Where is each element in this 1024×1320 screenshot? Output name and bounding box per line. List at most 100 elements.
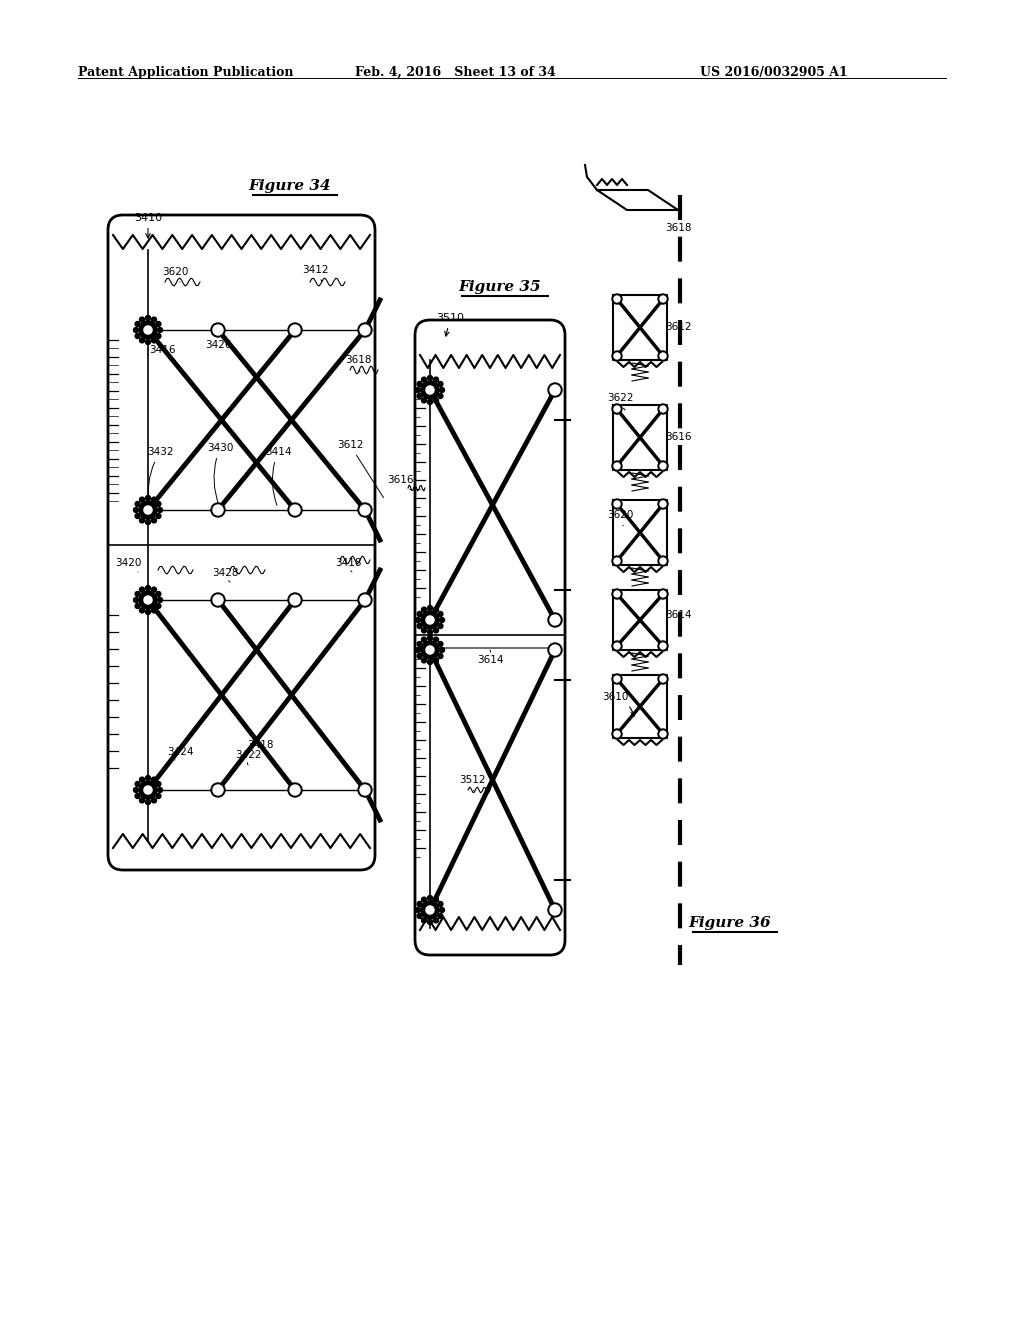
Circle shape (421, 381, 439, 399)
Circle shape (658, 642, 668, 651)
Circle shape (416, 908, 421, 912)
Circle shape (133, 507, 138, 512)
Text: 3510: 3510 (436, 313, 464, 337)
Circle shape (152, 517, 157, 523)
Circle shape (422, 657, 427, 663)
Circle shape (438, 393, 443, 399)
Circle shape (426, 906, 434, 913)
Circle shape (156, 322, 161, 326)
Text: 3420: 3420 (115, 558, 141, 572)
Circle shape (213, 595, 223, 605)
Circle shape (433, 657, 438, 663)
Circle shape (614, 676, 620, 682)
Circle shape (421, 902, 439, 919)
Circle shape (139, 781, 157, 799)
Circle shape (612, 642, 622, 651)
Circle shape (612, 556, 622, 566)
Text: 3616: 3616 (665, 432, 691, 442)
Circle shape (658, 729, 668, 739)
Circle shape (550, 615, 560, 624)
Circle shape (614, 463, 620, 469)
Circle shape (152, 498, 157, 502)
Text: 3418: 3418 (335, 558, 361, 572)
Circle shape (660, 352, 666, 359)
Circle shape (433, 607, 438, 612)
Text: 3428: 3428 (212, 568, 239, 582)
Circle shape (416, 648, 421, 652)
Circle shape (422, 917, 427, 923)
Circle shape (612, 294, 622, 304)
Circle shape (427, 920, 432, 924)
Circle shape (139, 498, 144, 502)
Circle shape (139, 317, 144, 322)
Circle shape (433, 628, 438, 632)
Circle shape (156, 781, 161, 787)
Circle shape (438, 611, 443, 616)
Text: 3432: 3432 (146, 447, 173, 506)
Circle shape (614, 591, 620, 597)
Circle shape (288, 323, 302, 337)
Circle shape (145, 315, 151, 321)
Text: 3614: 3614 (665, 610, 691, 620)
Circle shape (417, 623, 422, 628)
Circle shape (660, 296, 666, 302)
Circle shape (145, 586, 151, 590)
Text: 3618: 3618 (345, 355, 372, 372)
Circle shape (152, 317, 157, 322)
Circle shape (614, 502, 620, 507)
Circle shape (421, 642, 439, 659)
Circle shape (658, 675, 668, 684)
Circle shape (439, 618, 444, 623)
Circle shape (614, 731, 620, 737)
Text: Feb. 4, 2016   Sheet 13 of 34: Feb. 4, 2016 Sheet 13 of 34 (355, 66, 556, 79)
Circle shape (433, 898, 438, 902)
Circle shape (427, 635, 432, 640)
Circle shape (438, 623, 443, 628)
Circle shape (417, 913, 422, 919)
Circle shape (139, 517, 144, 523)
Text: 3620: 3620 (607, 510, 633, 525)
Text: Figure 34: Figure 34 (249, 180, 332, 193)
Circle shape (144, 595, 152, 605)
Circle shape (550, 906, 560, 915)
Circle shape (438, 653, 443, 659)
Circle shape (421, 611, 439, 630)
Circle shape (660, 643, 666, 649)
Circle shape (658, 499, 668, 510)
Circle shape (135, 322, 140, 326)
Circle shape (439, 908, 444, 912)
Circle shape (426, 616, 434, 624)
Circle shape (612, 404, 622, 414)
Circle shape (438, 913, 443, 919)
Text: 3612: 3612 (665, 322, 691, 333)
Text: US 2016/0032905 A1: US 2016/0032905 A1 (700, 66, 848, 79)
Circle shape (290, 595, 300, 605)
Circle shape (145, 495, 151, 500)
Circle shape (438, 642, 443, 647)
Circle shape (433, 638, 438, 642)
Circle shape (135, 513, 140, 519)
Circle shape (145, 520, 151, 524)
Text: Patent Application Publication: Patent Application Publication (78, 66, 294, 79)
Circle shape (417, 381, 422, 387)
Circle shape (213, 506, 223, 515)
Text: 3614: 3614 (477, 649, 503, 665)
Circle shape (612, 729, 622, 739)
Circle shape (433, 917, 438, 923)
Circle shape (433, 397, 438, 403)
Circle shape (417, 611, 422, 616)
Circle shape (139, 591, 157, 609)
Circle shape (145, 800, 151, 804)
Circle shape (145, 339, 151, 345)
Circle shape (360, 325, 370, 335)
Circle shape (417, 653, 422, 659)
Circle shape (152, 797, 157, 803)
Circle shape (658, 461, 668, 471)
Circle shape (358, 783, 372, 797)
Text: 3610: 3610 (602, 692, 635, 715)
Circle shape (145, 610, 151, 615)
Circle shape (152, 338, 157, 343)
Circle shape (427, 606, 432, 610)
Circle shape (358, 323, 372, 337)
Circle shape (660, 558, 666, 564)
